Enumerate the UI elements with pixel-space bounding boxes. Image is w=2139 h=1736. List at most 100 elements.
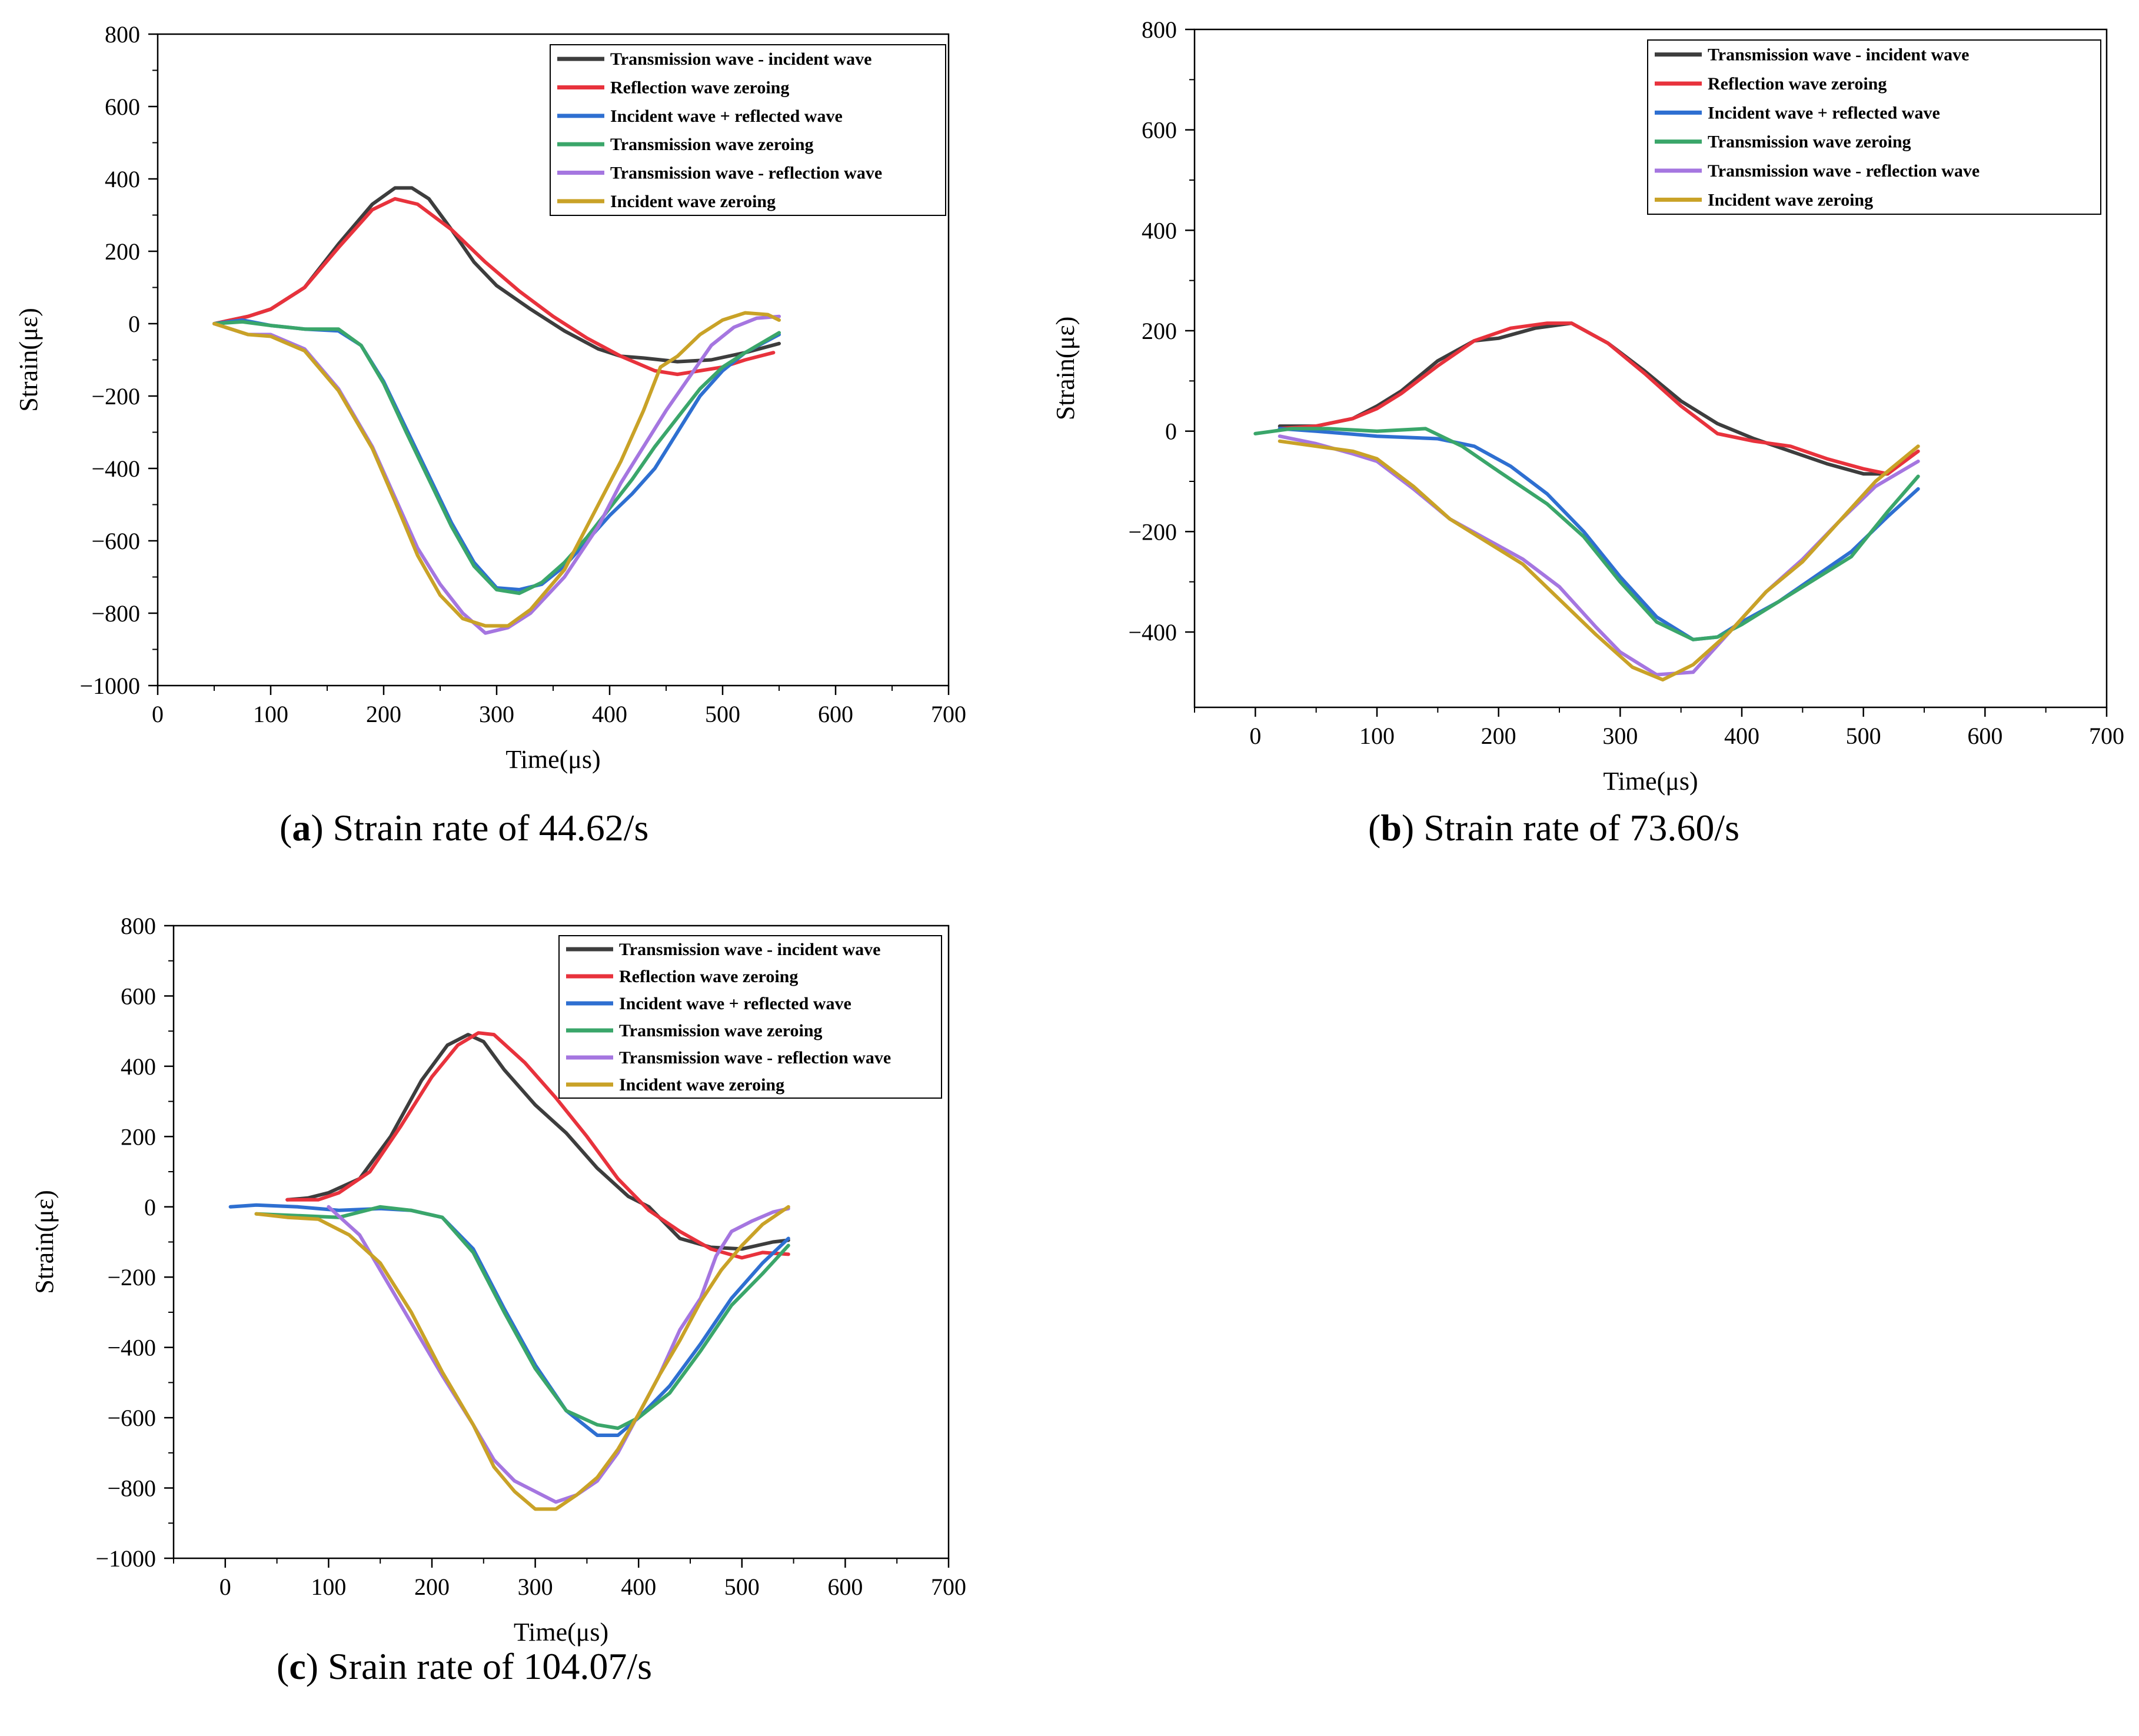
series-line-6 [212,311,781,628]
y-tick-label: −200 [1128,518,1177,545]
series-line-4 [254,1205,790,1430]
legend-entry: Incident wave + reflected wave [1708,103,1940,122]
y-tick-label: 400 [1142,217,1177,244]
legend-entry: Transmission wave zeroing [610,135,814,154]
legend-box [1647,39,2101,215]
y-tick-label: 400 [121,1053,156,1080]
y-axis-title: Strain(με) [1051,317,1080,420]
y-axis-title: Strain(με) [14,308,43,411]
series-line-4 [1253,427,1920,641]
y-tick-label: 800 [121,913,156,939]
y-tick-label: −400 [91,455,140,482]
series-line-2 [212,197,776,377]
y-tick-label: 800 [1142,16,1177,43]
x-tick-label: 300 [479,701,514,727]
caption-letter: b [1380,807,1402,849]
legend-entry: Transmission wave zeroing [1708,132,1911,152]
y-tick-label: 200 [1142,318,1177,344]
series-line-2 [1278,321,1920,476]
x-tick-label: 200 [414,1574,450,1600]
x-tick-label: 500 [724,1574,760,1600]
legend-entry: Transmission wave - reflection wave [619,1048,891,1067]
caption-text: Strain rate of 44.62/s [332,807,649,849]
series-line-4 [212,320,781,596]
x-tick-label: 700 [931,1574,966,1600]
legend-box [558,935,942,1099]
x-tick-label: 200 [366,701,401,727]
y-tick-label: 600 [105,94,140,120]
y-tick-label: 600 [121,983,156,1009]
series-line-6 [254,1205,790,1511]
y-tick-label: −1000 [79,673,140,699]
legend: Transmission wave - incident wave Reflect… [1647,39,2101,215]
legend-entry: Incident wave + reflected wave [619,994,851,1013]
legend-entry: Incident wave + reflected wave [610,107,843,126]
x-tick-label: 500 [705,701,740,727]
legend-entry: Reflection wave zeroing [1708,74,1887,94]
y-tick-label: −800 [91,600,140,627]
chart-c: 0 100 200 300 400 500 600 700 −1000 −800 −600 −400 −… [30,913,966,1647]
legend-entry: Transmission wave - incident wave [619,940,880,959]
y-axis-title: Strain(με) [30,1190,59,1293]
x-tick-label: 0 [1249,723,1261,749]
series-line-2 [285,1031,790,1260]
caption-a: (a) Strain rate of 44.62/s [280,807,649,849]
y-tick-label: 800 [105,21,140,48]
legend-entry: Transmission wave - reflection wave [610,164,882,183]
x-tick-label: 400 [592,701,627,727]
series-line-1 [1278,321,1914,476]
x-tick-label: 100 [1359,723,1395,749]
y-tick-label: 600 [1142,117,1177,144]
y-tick-label: 200 [121,1123,156,1150]
legend: Transmission wave - incident wave Reflect… [558,935,942,1099]
y-tick-label: 0 [144,1194,156,1220]
y-tick-label: −200 [107,1264,156,1291]
y-tick-label: −200 [91,383,140,410]
x-axis-title: Time(μs) [505,745,600,774]
x-axis-title: Time(μs) [514,1618,608,1647]
x-tick-label: 300 [518,1574,553,1600]
x-tick-label: 400 [621,1574,656,1600]
x-tick-label: 100 [311,1574,346,1600]
legend-entry: Transmission wave - reflection wave [1708,161,1980,181]
y-tick-label: −800 [107,1475,156,1502]
legend-entry: Incident wave zeroing [1708,190,1873,209]
x-tick-label: 600 [1967,723,2002,749]
x-axis-title: Time(μs) [1603,767,1698,796]
legend: Transmission wave - incident wave Reflect… [550,44,946,216]
y-tick-label: −600 [91,528,140,554]
y-tick-label: −400 [1128,619,1177,646]
x-tick-label: 400 [1724,723,1759,749]
legend-entry: Transmission wave zeroing [619,1021,823,1040]
caption-letter: c [289,1645,306,1687]
legend-box [550,44,946,216]
x-tick-label: 600 [818,701,853,727]
y-tick-label: 400 [105,166,140,192]
y-tick-label: −400 [107,1335,156,1361]
x-tick-label: 100 [253,701,288,727]
x-tick-label: 500 [1846,723,1881,749]
y-tick-label: 0 [128,311,140,337]
series-line-3 [1278,427,1920,641]
legend-entry: Transmission wave - incident wave [1708,45,1969,65]
caption-text: Srain rate of 104.07/s [328,1645,653,1687]
x-tick-label: 600 [827,1574,863,1600]
chart-b: 0 100 200 300 400 500 600 700 −400 −200 0 200 400 600… [1051,16,2124,796]
x-tick-label: 0 [219,1574,231,1600]
caption-text: Strain rate of 73.60/s [1423,807,1739,849]
y-tick-label: −1000 [95,1545,156,1572]
x-tick-label: 200 [1481,723,1516,749]
x-tick-label: 700 [931,701,966,727]
legend-entry: Transmission wave - incident wave [610,49,871,69]
y-tick-label: −600 [107,1405,156,1431]
caption-c: (c) Srain rate of 104.07/s [277,1645,653,1687]
x-tick-label: 300 [1602,723,1638,749]
legend-entry: Reflection wave zeroing [619,967,798,986]
legend-entry: Reflection wave zeroing [610,78,789,98]
caption-letter: a [292,807,311,849]
legend-entry: Incident wave zeroing [619,1075,784,1095]
legend-entry: Incident wave zeroing [610,192,776,211]
plot-frame [1193,28,2108,709]
caption-b: (b) Strain rate of 73.60/s [1368,807,1739,849]
